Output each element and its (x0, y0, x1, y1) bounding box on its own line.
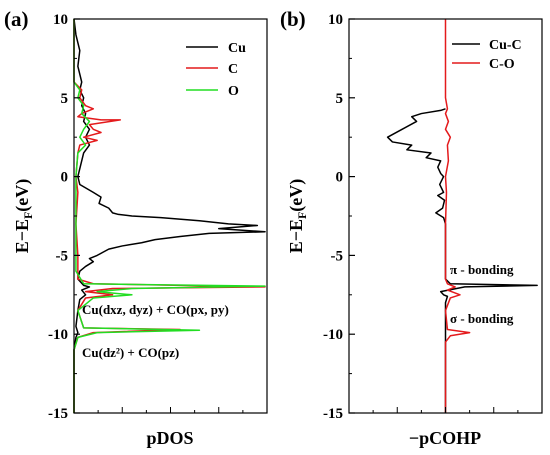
panel-a-y-label: E−EF(eV) (12, 179, 35, 254)
panel-b-y-tick-label: -10 (323, 327, 343, 343)
panel-a: (a) 10 5 0 -5 -10 -15 pDOS E−EF(eV) Cu C O Cu… (4, 7, 268, 448)
panel-a-y-tick-label: 0 (61, 170, 69, 186)
panel-a-annotation-sigma: Cu(dz²) + CO(pz) (82, 345, 179, 360)
legend-label-cu: Cu (228, 41, 246, 56)
panel-b-plot-area (386, 19, 538, 413)
panel-b-y-label-main: E−E (286, 219, 306, 253)
panel-b-x-ticks (372, 407, 519, 413)
panel-b-y-label-unit: (eV) (286, 179, 307, 212)
panel-b-y-tick-label: 0 (336, 170, 344, 186)
panel-a-y-tick-label: 5 (61, 91, 69, 107)
panel-a-y-tick-label: 10 (53, 12, 68, 28)
panel-b-y-tick-label: 5 (336, 91, 344, 107)
panel-a-y-label-main: E−E (12, 219, 32, 253)
panel-a-x-ticks (97, 407, 244, 413)
panel-a-y-tick-label: -10 (48, 327, 68, 343)
panel-a-annotation-pi: Cu(dxz, dyz) + CO(px, py) (82, 302, 229, 317)
panel-b-y-label: E−EF(eV) (286, 179, 309, 254)
panel-a-x-label: pDOS (146, 428, 193, 448)
panel-a-y-label-sub: F (21, 212, 35, 219)
panel-b-y-ticks: 10 5 0 -5 -10 -15 (323, 12, 355, 422)
panel-b-y-tick-label: -15 (323, 406, 343, 422)
panel-b-y-tick-label: 10 (328, 12, 343, 28)
panel-b-y-label-sub: F (295, 212, 309, 219)
panel-b-x-label: −pCOHP (409, 428, 481, 448)
panel-b-series-cu-c (386, 108, 538, 413)
panel-a-y-label-unit: (eV) (12, 179, 33, 212)
panel-a-legend: Cu C O (186, 41, 246, 99)
panel-a-series-cu (73, 18, 266, 413)
legend-label-cu-c: Cu-C (489, 38, 522, 53)
panel-b-annotation-pi: π - bonding (450, 262, 514, 277)
panel-a-letter: (a) (4, 7, 29, 31)
svg-text:E−EF(eV): E−EF(eV) (12, 179, 35, 254)
panel-a-y-tick-label: -15 (48, 406, 68, 422)
legend-label-c-o: C-O (489, 57, 515, 72)
panel-b-letter: (b) (280, 7, 306, 31)
panel-b-series-c-o (444, 19, 471, 413)
panel-b-y-tick-label: -5 (331, 248, 344, 264)
panel-a-y-ticks: 10 5 0 -5 -10 -15 (48, 12, 80, 422)
panel-a-series-o (73, 19, 266, 413)
panel-b: (b) 10 5 0 -5 -10 -15 −pCOHP E−EF(eV) Cu-C C-… (280, 7, 543, 448)
legend-label-o: O (228, 84, 239, 99)
panel-a-y-tick-label: -5 (56, 248, 69, 264)
panel-b-legend: Cu-C C-O (452, 38, 522, 72)
panel-b-annotation-sigma: σ - bonding (450, 311, 514, 326)
legend-label-c: C (228, 62, 238, 77)
svg-text:E−EF(eV): E−EF(eV) (286, 179, 309, 254)
